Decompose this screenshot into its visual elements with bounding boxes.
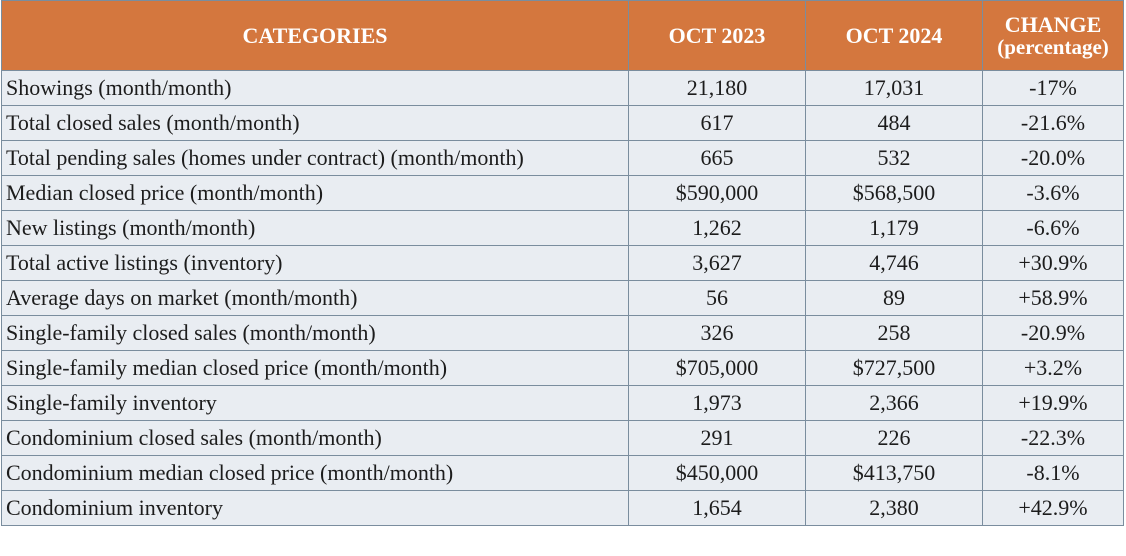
cell-change: -8.1% (982, 455, 1124, 491)
cell-oct-2024: 484 (805, 105, 983, 141)
cell-oct-2024: $413,750 (805, 455, 983, 491)
cell-change: +3.2% (982, 350, 1124, 386)
cell-change: -3.6% (982, 175, 1124, 211)
cell-category: Condominium inventory (1, 490, 629, 526)
cell-change: -20.9% (982, 315, 1124, 351)
table-row: Condominium median closed price (month/m… (1, 455, 1124, 491)
cell-oct-2024: $568,500 (805, 175, 983, 211)
table-row: Median closed price (month/month) $590,00… (1, 175, 1124, 211)
cell-oct-2024: 4,746 (805, 245, 983, 281)
table-row: New listings (month/month) 1,262 1,179 -6.6… (1, 210, 1124, 246)
table-row: Single-family inventory 1,973 2,366 +19.9% (1, 385, 1124, 421)
cell-change: -21.6% (982, 105, 1124, 141)
table-row: Single-family closed sales (month/month)… (1, 315, 1124, 351)
cell-category: Single-family inventory (1, 385, 629, 421)
table-row: Total pending sales (homes under contrac… (1, 140, 1124, 176)
header-row: CATEGORIES OCT 2023 OCT 2024 CHANGE (per… (1, 0, 1124, 71)
cell-category: Single-family closed sales (month/month) (1, 315, 629, 351)
header-oct-2024: OCT 2024 (805, 0, 983, 71)
table-row: Average days on market (month/month) 56 89… (1, 280, 1124, 316)
header-oct-2023: OCT 2023 (628, 0, 806, 71)
header-categories: CATEGORIES (1, 0, 629, 71)
cell-oct-2023: 21,180 (628, 70, 806, 106)
cell-oct-2024: 2,380 (805, 490, 983, 526)
cell-category: Total closed sales (month/month) (1, 105, 629, 141)
cell-oct-2023: 291 (628, 420, 806, 456)
table-row: Total active listings (inventory) 3,627 4,… (1, 245, 1124, 281)
header-change: CHANGE (percentage) (982, 0, 1124, 71)
header-change-sub: (percentage) (997, 35, 1109, 60)
cell-category: Condominium closed sales (month/month) (1, 420, 629, 456)
cell-oct-2024: 1,179 (805, 210, 983, 246)
cell-oct-2024: 226 (805, 420, 983, 456)
header-change-label: CHANGE (1004, 11, 1102, 37)
cell-oct-2024: 89 (805, 280, 983, 316)
cell-category: Average days on market (month/month) (1, 280, 629, 316)
cell-category: Single-family median closed price (month… (1, 350, 629, 386)
table-row: Showings (month/month) 21,180 17,031 -17% (1, 70, 1124, 106)
table-row: Single-family median closed price (month… (1, 350, 1124, 386)
cell-oct-2023: 56 (628, 280, 806, 316)
cell-oct-2024: 17,031 (805, 70, 983, 106)
cell-oct-2023: $705,000 (628, 350, 806, 386)
cell-oct-2023: $590,000 (628, 175, 806, 211)
cell-oct-2023: 1,262 (628, 210, 806, 246)
cell-oct-2023: 326 (628, 315, 806, 351)
cell-category: Total pending sales (homes under contrac… (1, 140, 629, 176)
cell-change: -17% (982, 70, 1124, 106)
cell-oct-2023: 665 (628, 140, 806, 176)
cell-oct-2024: 258 (805, 315, 983, 351)
table-row: Condominium inventory 1,654 2,380 +42.9% (1, 490, 1124, 526)
cell-change: +42.9% (982, 490, 1124, 526)
cell-change: +58.9% (982, 280, 1124, 316)
cell-oct-2023: 3,627 (628, 245, 806, 281)
cell-category: Showings (month/month) (1, 70, 629, 106)
cell-change: -6.6% (982, 210, 1124, 246)
cell-oct-2024: $727,500 (805, 350, 983, 386)
cell-change: +19.9% (982, 385, 1124, 421)
cell-oct-2023: 617 (628, 105, 806, 141)
cell-oct-2023: 1,973 (628, 385, 806, 421)
cell-oct-2023: 1,654 (628, 490, 806, 526)
cell-oct-2023: $450,000 (628, 455, 806, 491)
table-row: Total closed sales (month/month) 617 484 -2… (1, 105, 1124, 141)
cell-oct-2024: 532 (805, 140, 983, 176)
cell-change: -22.3% (982, 420, 1124, 456)
table-header: CATEGORIES OCT 2023 OCT 2024 CHANGE (per… (1, 0, 1124, 71)
cell-change: -20.0% (982, 140, 1124, 176)
table-body: Showings (month/month) 21,180 17,031 -17% To… (1, 70, 1124, 526)
cell-category: Total active listings (inventory) (1, 245, 629, 281)
cell-category: New listings (month/month) (1, 210, 629, 246)
cell-oct-2024: 2,366 (805, 385, 983, 421)
cell-category: Median closed price (month/month) (1, 175, 629, 211)
cell-change: +30.9% (982, 245, 1124, 281)
cell-category: Condominium median closed price (month/m… (1, 455, 629, 491)
market-stats-table: CATEGORIES OCT 2023 OCT 2024 CHANGE (per… (1, 0, 1124, 526)
table-row: Condominium closed sales (month/month) 29… (1, 420, 1124, 456)
